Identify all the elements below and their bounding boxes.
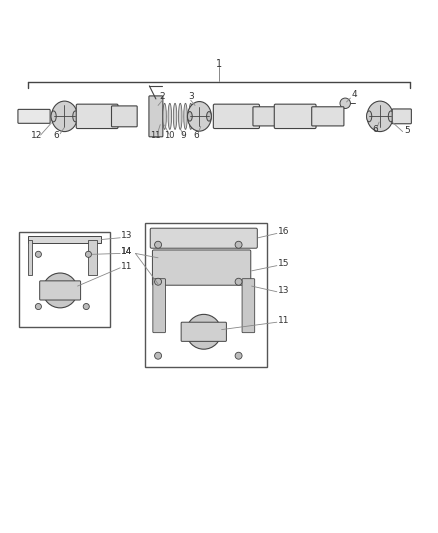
Circle shape bbox=[52, 282, 68, 298]
Bar bbox=[19, 232, 110, 327]
Text: 9: 9 bbox=[180, 131, 186, 140]
Ellipse shape bbox=[207, 111, 212, 121]
Text: 13: 13 bbox=[121, 231, 133, 240]
FancyBboxPatch shape bbox=[40, 281, 81, 300]
Ellipse shape bbox=[173, 103, 177, 130]
Ellipse shape bbox=[179, 103, 182, 130]
Text: 11: 11 bbox=[121, 262, 133, 271]
FancyBboxPatch shape bbox=[312, 107, 344, 126]
FancyBboxPatch shape bbox=[253, 107, 281, 126]
Ellipse shape bbox=[51, 101, 78, 132]
Ellipse shape bbox=[163, 103, 166, 130]
Text: 4: 4 bbox=[352, 90, 357, 99]
Circle shape bbox=[83, 303, 89, 310]
Text: 14: 14 bbox=[121, 247, 132, 256]
Circle shape bbox=[85, 251, 92, 257]
Ellipse shape bbox=[184, 103, 187, 130]
Ellipse shape bbox=[367, 111, 372, 122]
Text: 6: 6 bbox=[372, 125, 378, 134]
Circle shape bbox=[35, 303, 42, 310]
FancyBboxPatch shape bbox=[392, 109, 411, 124]
Circle shape bbox=[235, 241, 242, 248]
Text: 3: 3 bbox=[188, 92, 194, 101]
Text: 16: 16 bbox=[278, 227, 289, 236]
Ellipse shape bbox=[389, 111, 393, 122]
Text: 12: 12 bbox=[32, 131, 43, 140]
Ellipse shape bbox=[189, 103, 192, 130]
Circle shape bbox=[235, 278, 242, 285]
Ellipse shape bbox=[367, 101, 393, 132]
Circle shape bbox=[186, 314, 221, 349]
Circle shape bbox=[155, 352, 162, 359]
Polygon shape bbox=[28, 240, 32, 275]
FancyBboxPatch shape bbox=[76, 104, 118, 128]
Circle shape bbox=[155, 278, 162, 285]
Text: 6: 6 bbox=[193, 131, 199, 140]
Circle shape bbox=[155, 241, 162, 248]
FancyBboxPatch shape bbox=[153, 279, 166, 333]
Text: 11: 11 bbox=[278, 316, 289, 325]
FancyBboxPatch shape bbox=[149, 96, 163, 137]
Text: 2: 2 bbox=[159, 92, 165, 101]
Circle shape bbox=[35, 251, 42, 257]
Text: 6: 6 bbox=[54, 131, 60, 140]
FancyBboxPatch shape bbox=[112, 106, 137, 127]
Ellipse shape bbox=[187, 102, 212, 131]
Text: 5: 5 bbox=[404, 126, 410, 135]
Circle shape bbox=[340, 98, 350, 109]
Text: 13: 13 bbox=[278, 286, 289, 295]
FancyBboxPatch shape bbox=[242, 279, 254, 333]
Text: 15: 15 bbox=[278, 260, 289, 269]
Text: 10: 10 bbox=[164, 131, 174, 140]
FancyBboxPatch shape bbox=[274, 104, 316, 128]
Text: 1: 1 bbox=[216, 59, 222, 69]
Circle shape bbox=[235, 352, 242, 359]
FancyBboxPatch shape bbox=[18, 109, 50, 123]
Ellipse shape bbox=[73, 111, 78, 122]
Circle shape bbox=[196, 324, 212, 340]
Text: 11: 11 bbox=[150, 131, 160, 140]
Bar bbox=[145, 223, 267, 367]
Ellipse shape bbox=[187, 111, 192, 121]
Text: 14: 14 bbox=[121, 247, 132, 256]
FancyBboxPatch shape bbox=[213, 104, 259, 128]
FancyBboxPatch shape bbox=[181, 322, 226, 341]
FancyBboxPatch shape bbox=[152, 250, 251, 285]
Polygon shape bbox=[28, 236, 102, 243]
Ellipse shape bbox=[51, 111, 56, 122]
Ellipse shape bbox=[168, 103, 172, 130]
Circle shape bbox=[43, 273, 78, 308]
Polygon shape bbox=[88, 240, 97, 275]
FancyBboxPatch shape bbox=[150, 228, 257, 248]
